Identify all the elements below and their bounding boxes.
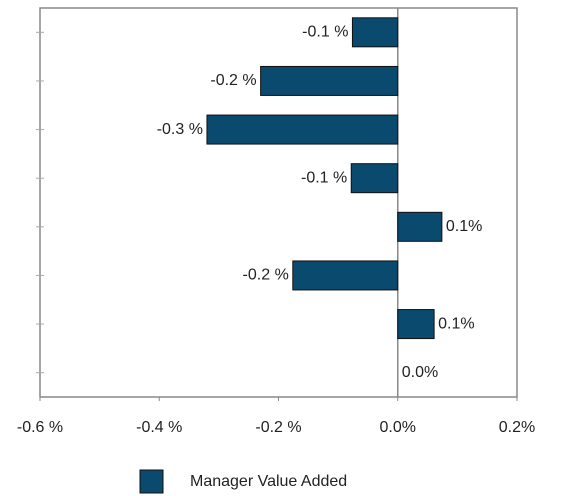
value-label: 0.0% [402,364,438,381]
legend-swatch [139,469,164,494]
value-label: 0.1% [438,315,474,332]
bar [351,17,399,48]
value-label: -0.3 % [157,121,203,138]
value-label: -0.2 % [243,267,289,284]
bar [397,211,443,242]
value-label: -0.2 % [210,72,256,89]
bar [260,65,399,96]
x-tick-label: 0.0% [380,419,416,436]
value-label: -0.1 % [301,169,347,186]
legend-label: Manager Value Added [190,473,347,490]
bar [397,309,435,340]
value-label: -0.1 % [302,24,348,41]
x-tick-label: -0.6 % [17,419,63,436]
x-tick-label: -0.4 % [136,419,182,436]
bar [206,114,399,145]
value-label: 0.1% [446,218,482,235]
x-tick-label: -0.2 % [255,419,301,436]
x-tick-label: 0.2% [499,419,535,436]
bar [350,163,399,194]
bar [292,260,399,291]
